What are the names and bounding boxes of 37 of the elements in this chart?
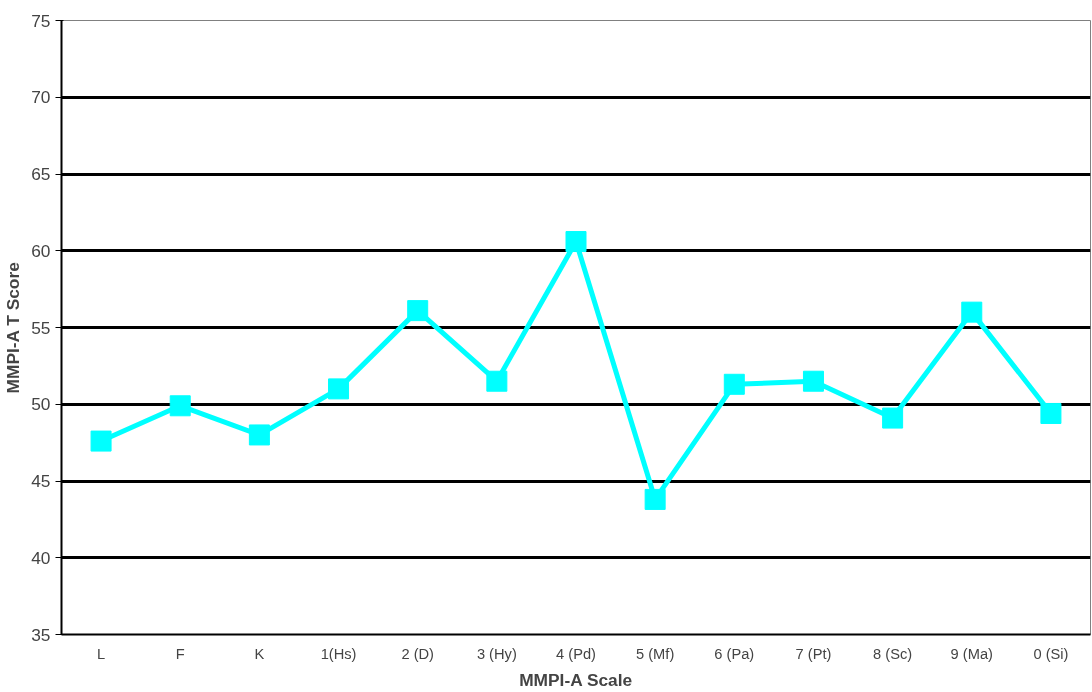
y-tick-label: 50 bbox=[31, 394, 51, 415]
x-axis-title: MMPI-A Scale bbox=[519, 669, 633, 690]
point bbox=[248, 424, 270, 446]
x-tick-label: 5 (Mf) bbox=[636, 645, 675, 662]
y-tick-label: 70 bbox=[31, 87, 51, 108]
x-tick-label: 0 (Si) bbox=[1033, 645, 1069, 662]
point bbox=[882, 407, 904, 429]
y-tick-label: 55 bbox=[31, 317, 51, 338]
point bbox=[723, 373, 745, 395]
x-tick-label: 2 (D) bbox=[401, 645, 434, 662]
x-tick-label: 7 (Pt) bbox=[795, 645, 832, 662]
x-tick-label: F bbox=[175, 645, 185, 662]
point bbox=[565, 231, 587, 253]
y-tick-label: 35 bbox=[31, 624, 51, 645]
x-tick-label: 1(Hs) bbox=[320, 645, 357, 662]
point bbox=[802, 370, 824, 392]
y-tick-label: 60 bbox=[31, 240, 51, 261]
point bbox=[644, 488, 666, 510]
point bbox=[169, 395, 191, 417]
x-tick-label: 8 (Sc) bbox=[873, 645, 913, 662]
point bbox=[486, 370, 508, 392]
point bbox=[407, 300, 429, 322]
y-tick-label: 65 bbox=[31, 164, 51, 184]
x-tick-label: 6 (Pa) bbox=[714, 645, 755, 662]
x-tick-label: 3 (Hy) bbox=[476, 645, 517, 662]
y-axis-title: MMPI-A T Score bbox=[3, 261, 24, 394]
x-tick-label: K bbox=[254, 645, 265, 662]
point bbox=[1040, 402, 1062, 424]
point bbox=[90, 430, 112, 452]
y-tick-label: 40 bbox=[31, 547, 51, 568]
y-tick-label: 45 bbox=[31, 471, 51, 491]
point bbox=[961, 301, 983, 323]
y-tick-label: 75 bbox=[31, 10, 51, 31]
x-tick-label: 4 (Pd) bbox=[556, 645, 596, 662]
x-tick-label: L bbox=[97, 645, 106, 662]
x-tick-label: 9 (Ma) bbox=[950, 645, 993, 662]
point bbox=[328, 378, 350, 400]
